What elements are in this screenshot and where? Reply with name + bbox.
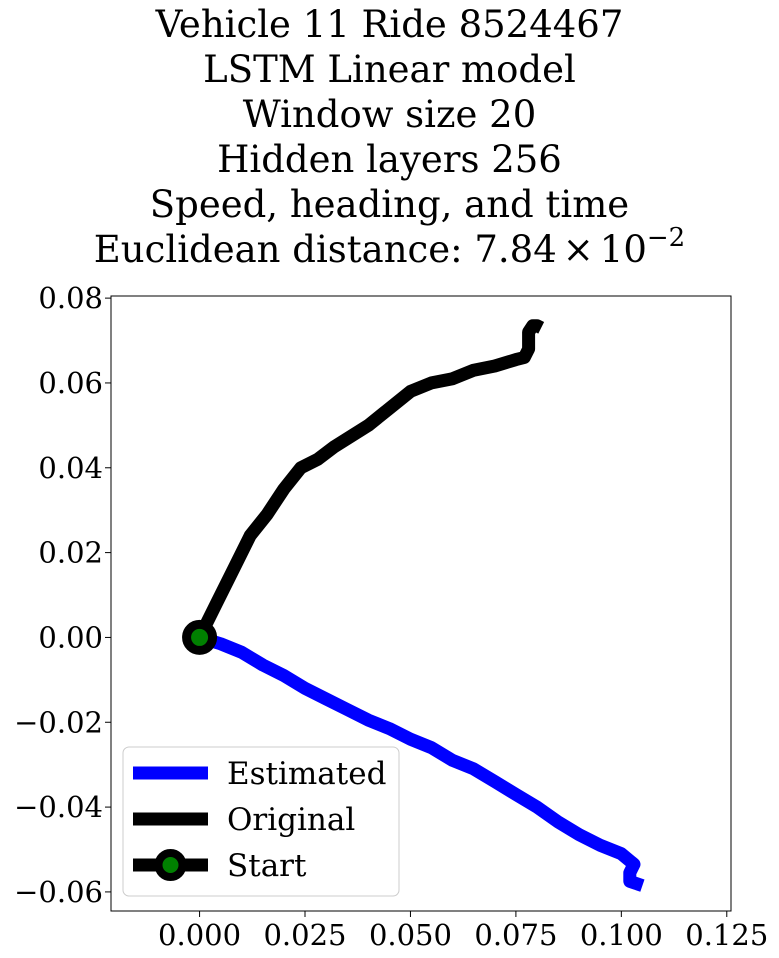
x-tick-label: 0.000 bbox=[158, 918, 241, 952]
y-tick-label: 0.06 bbox=[38, 366, 103, 400]
start-marker bbox=[182, 619, 218, 655]
chart-title: Vehicle 11 Ride 8524467 LSTM Linear mode… bbox=[0, 2, 779, 272]
legend: Estimated Original Start bbox=[122, 746, 400, 897]
y-tick-label: −0.02 bbox=[14, 705, 103, 739]
distance-base: 10 bbox=[599, 228, 647, 271]
x-tick-label: 0.075 bbox=[474, 918, 557, 952]
series-layer bbox=[182, 319, 645, 892]
title-line-4: Hidden layers 256 bbox=[217, 138, 562, 181]
x-tick-label: 0.025 bbox=[263, 918, 346, 952]
legend-start-marker bbox=[154, 849, 187, 881]
x-tick-label: 0.100 bbox=[580, 918, 663, 952]
legend-label-original: Original bbox=[227, 802, 355, 838]
title-line-5: Speed, heading, and time bbox=[149, 183, 630, 226]
legend-label-estimated: Estimated bbox=[227, 756, 386, 792]
x-tick-label: 0.125 bbox=[685, 918, 768, 952]
y-tick-label: 0.08 bbox=[38, 281, 103, 315]
axes-frame bbox=[110, 295, 732, 912]
title-line-2: LSTM Linear model bbox=[203, 48, 576, 91]
series-line-original bbox=[193, 319, 545, 641]
y-tick-label: 0.04 bbox=[38, 451, 103, 485]
distance-times: × bbox=[562, 228, 594, 271]
y-tick-label: 0.02 bbox=[38, 536, 103, 570]
x-tick-label: 0.050 bbox=[369, 918, 452, 952]
series-line-estimated bbox=[197, 631, 645, 892]
y-tick-label: −0.06 bbox=[14, 875, 103, 909]
distance-mantissa: 7.84 bbox=[474, 228, 557, 271]
legend-label-start: Start bbox=[227, 848, 307, 884]
distance-exponent: −2 bbox=[646, 223, 686, 253]
title-line-3: Window size 20 bbox=[242, 93, 537, 136]
distance-prefix: Euclidean distance: bbox=[93, 228, 475, 271]
ticks-layer: 0.000 0.025 0.050 0.075 0.100 0.125 −0.06 −0.04… bbox=[14, 281, 768, 952]
title-line-1: Vehicle 11 Ride 8524467 bbox=[155, 3, 624, 46]
title-line-6: Euclidean distance: 7.84 × 10−2 bbox=[0, 225, 779, 272]
y-tick-label: 0.00 bbox=[38, 620, 103, 654]
y-tick-label: −0.04 bbox=[14, 790, 103, 824]
